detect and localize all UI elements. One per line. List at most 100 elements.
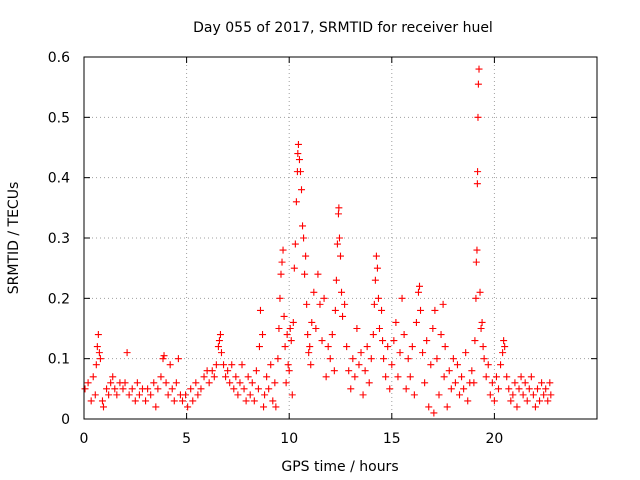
data-point <box>91 391 99 399</box>
data-point <box>214 343 222 351</box>
data-point <box>430 409 438 417</box>
data-point <box>303 300 311 308</box>
data-point <box>308 318 316 326</box>
data-point <box>113 391 121 399</box>
data-point <box>425 403 433 411</box>
data-point <box>484 361 492 369</box>
data-point <box>423 337 431 345</box>
data-point <box>410 391 418 399</box>
data-point <box>274 355 282 363</box>
data-point <box>495 385 503 393</box>
data-point <box>288 391 296 399</box>
x-axis-label: GPS time / hours <box>281 459 398 475</box>
data-point <box>373 264 381 272</box>
data-point <box>216 331 224 339</box>
data-point <box>109 373 117 381</box>
data-point <box>540 391 548 399</box>
data-point <box>503 373 511 381</box>
data-point <box>242 397 250 405</box>
data-point <box>499 349 507 357</box>
data-point <box>478 318 486 326</box>
data-point <box>449 355 457 363</box>
data-point <box>531 403 539 411</box>
data-point <box>131 397 139 405</box>
data-point <box>490 397 498 405</box>
data-point <box>390 337 398 345</box>
data-point <box>472 258 480 266</box>
data-point <box>521 379 529 387</box>
data-point <box>500 337 508 345</box>
data-point <box>345 367 353 375</box>
data-point <box>536 397 544 405</box>
data-point <box>275 325 283 332</box>
data-point <box>332 276 340 284</box>
data-point <box>87 397 95 405</box>
data-point <box>343 343 351 351</box>
data-point <box>94 331 102 339</box>
data-point <box>197 385 205 393</box>
data-point <box>200 373 208 381</box>
data-point <box>441 343 449 351</box>
data-point <box>471 337 479 345</box>
data-point <box>160 352 168 360</box>
data-point <box>287 337 295 345</box>
data-point <box>400 331 408 339</box>
data-point <box>81 385 89 393</box>
data-point <box>453 361 461 369</box>
data-point <box>369 331 377 339</box>
data-point <box>305 349 313 357</box>
data-point <box>529 391 537 399</box>
data-point <box>421 379 429 387</box>
data-point <box>142 397 150 405</box>
data-point <box>187 385 195 393</box>
data-point <box>437 331 445 339</box>
data-point <box>170 397 178 405</box>
data-point <box>189 397 197 405</box>
data-point <box>388 361 396 369</box>
data-point <box>210 373 218 381</box>
data-point <box>440 373 448 381</box>
data-point <box>98 397 106 405</box>
data-point <box>338 288 346 296</box>
data-point <box>205 379 213 387</box>
data-point <box>394 373 402 381</box>
data-point <box>144 385 152 393</box>
data-point <box>107 379 115 387</box>
data-point <box>513 403 521 411</box>
data-point <box>431 306 439 314</box>
y-axis-label: SRMTID / TECUs <box>6 182 22 295</box>
data-point <box>119 385 127 393</box>
data-point <box>458 373 466 381</box>
data-point <box>412 318 420 326</box>
data-point <box>312 325 320 332</box>
data-point <box>527 373 535 381</box>
data-point <box>460 385 468 393</box>
x-tick-label: 20 <box>485 431 503 447</box>
chart-title: Day 055 of 2017, SRMTID for receiver hue… <box>193 20 493 36</box>
data-point <box>326 355 334 363</box>
data-point <box>159 355 167 363</box>
data-point <box>355 361 363 369</box>
data-point <box>414 288 422 296</box>
data-point <box>367 355 375 363</box>
data-point <box>419 349 427 357</box>
data-point <box>474 80 482 88</box>
data-point <box>353 325 361 332</box>
data-point <box>154 385 162 393</box>
data-point <box>271 379 279 387</box>
data-point <box>324 343 332 351</box>
data-point <box>256 306 264 314</box>
data-point <box>505 385 513 393</box>
data-point <box>477 325 485 332</box>
data-point <box>380 355 388 363</box>
data-point <box>250 397 258 405</box>
data-point <box>301 270 309 278</box>
data-point <box>236 379 244 387</box>
data-point <box>330 367 338 375</box>
x-tick-label: 0 <box>80 431 89 447</box>
data-point <box>284 361 292 369</box>
data-point <box>162 379 170 387</box>
data-point <box>244 373 252 381</box>
data-point <box>341 300 349 308</box>
data-point <box>300 234 308 242</box>
